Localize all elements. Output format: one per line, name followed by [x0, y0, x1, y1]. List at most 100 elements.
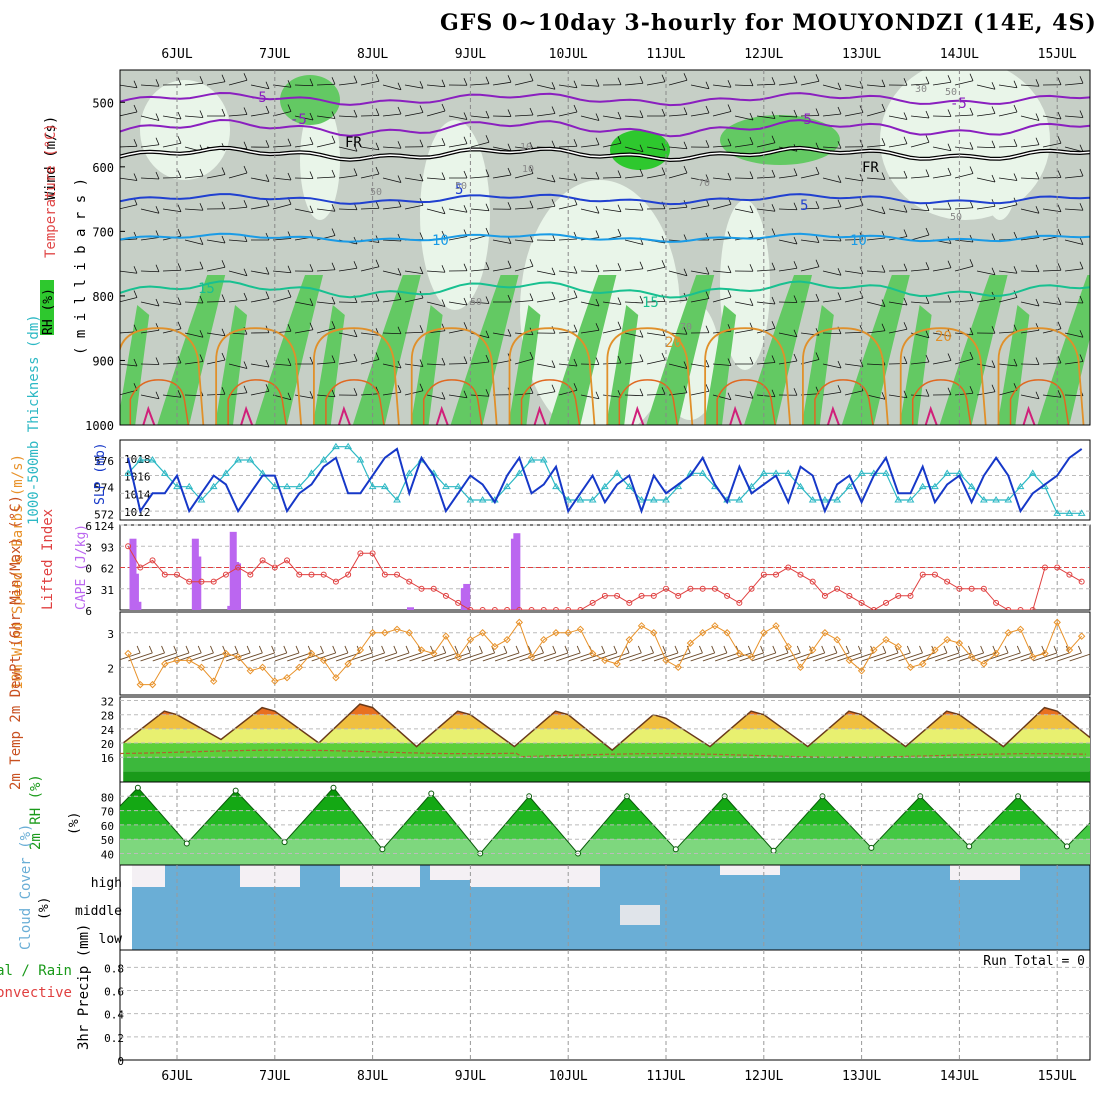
wind-point [430, 649, 438, 658]
wind-barb-feather [463, 263, 468, 271]
wind-barb-feather [1035, 171, 1040, 180]
precip-total-label: Total / Rain [0, 963, 72, 979]
wind-barb-feather [639, 295, 644, 304]
wind-point [686, 639, 695, 647]
wind-barb-feather [485, 135, 490, 143]
wind-barb [558, 297, 578, 303]
wind-barb-feather [793, 236, 798, 245]
wind-barb-feather [551, 291, 556, 300]
wind-barb [128, 652, 153, 662]
wind-barb [228, 239, 248, 242]
wind-barb [1020, 329, 1040, 334]
rh-moist-plume [255, 275, 324, 425]
contour-15 [120, 280, 1090, 299]
wind-barb [1064, 146, 1084, 153]
wind-barb [206, 332, 226, 337]
wind-barb-feather [705, 267, 710, 275]
wind-barb-feather [947, 167, 952, 176]
thickness-point [246, 456, 255, 463]
wind-barb [954, 80, 974, 86]
wind-barb-feather [617, 136, 622, 144]
wind-barb-feather [551, 360, 556, 368]
wind-barb [932, 146, 952, 152]
wind-barb [492, 239, 512, 244]
wind-barb-feather [1004, 645, 1009, 654]
thickness-point [197, 496, 206, 503]
wind-barb [1064, 115, 1084, 118]
slp-ylabel: SLP (mb) [93, 442, 108, 505]
rh-tick-label: 50 [101, 834, 114, 847]
wind-barb-feather [727, 392, 732, 400]
wind-barb [470, 176, 490, 179]
wind-point [515, 618, 524, 627]
rh-point [1063, 843, 1070, 850]
thickness-point [918, 482, 927, 490]
date-label-top: 10JUL [549, 47, 588, 62]
wind-barb-feather [353, 144, 358, 152]
date-label-top: 13JUL [842, 47, 881, 62]
wind-barb [690, 205, 710, 210]
wind-barb [152, 652, 177, 662]
thickness-point [600, 482, 609, 490]
wind-barb-feather [368, 645, 373, 654]
wind-line [127, 621, 1083, 686]
wind-barb-feather [221, 294, 226, 302]
cloud-level-label: middle [75, 904, 122, 919]
wind-barb-feather [527, 645, 532, 654]
wind-barb [976, 298, 996, 303]
wind-barb-feather [837, 360, 842, 369]
wind-barb-feather [881, 103, 886, 112]
wind-barb [448, 208, 468, 213]
wind-barb [316, 269, 336, 272]
rh2m-unit: (%) [67, 812, 82, 835]
wind-barb-feather [199, 76, 204, 84]
wind-barb-feather [463, 356, 468, 364]
wind-point [821, 629, 829, 637]
contour-label: 15 [642, 295, 659, 311]
wind-point [967, 653, 976, 661]
wind-barb-feather [441, 103, 446, 112]
wind-barb [482, 652, 507, 662]
cape-tick-label: 31 [101, 584, 114, 597]
wind-point [552, 629, 560, 637]
wind-barb-feather [287, 324, 292, 332]
wind-barb-feather [925, 296, 930, 304]
thickness-point [405, 469, 414, 476]
precip-tick-label: 0.6 [104, 986, 124, 999]
wind-barb [162, 142, 182, 148]
wind-barb-feather [221, 167, 226, 175]
wind-barb [866, 363, 886, 366]
wind-barb [668, 79, 688, 86]
wind-barb [624, 146, 644, 153]
wind-barb [954, 300, 974, 303]
wind-barb-feather [686, 645, 691, 654]
thickness-point [637, 496, 646, 503]
wind-barb [812, 652, 838, 662]
wind-barb [404, 331, 424, 334]
rh-contour-label: 10 [520, 142, 532, 153]
wind-barb-feather [177, 136, 182, 144]
wind-barb [426, 330, 446, 334]
wind-barb [206, 174, 226, 179]
wind-barb-feather [199, 330, 204, 338]
wind-ylabel: 10m Wind Speed & Barbs (m/s) [10, 454, 26, 690]
wind-barb [954, 265, 974, 272]
wind-barb-feather [771, 262, 776, 270]
wind-barb-feather [749, 78, 754, 86]
wind-barb-feather [969, 73, 974, 81]
wind-barb [492, 174, 512, 179]
wind-barb [382, 206, 402, 210]
wind-barb [360, 207, 380, 210]
thickness-point [295, 482, 304, 490]
wind-barb-feather [265, 384, 270, 392]
wind-barb-feather [906, 645, 911, 654]
wind-barb-feather [133, 324, 138, 332]
wind-barb-feather [197, 645, 202, 654]
slp-tick-label: 1016 [124, 471, 151, 484]
wind-barb [426, 394, 446, 400]
wind-barb-feather [925, 169, 930, 177]
wind-barb-feather [882, 645, 887, 654]
wind-barb [1042, 394, 1062, 398]
wind-barb-feather [441, 79, 446, 87]
wind-barb-feather [661, 352, 666, 361]
